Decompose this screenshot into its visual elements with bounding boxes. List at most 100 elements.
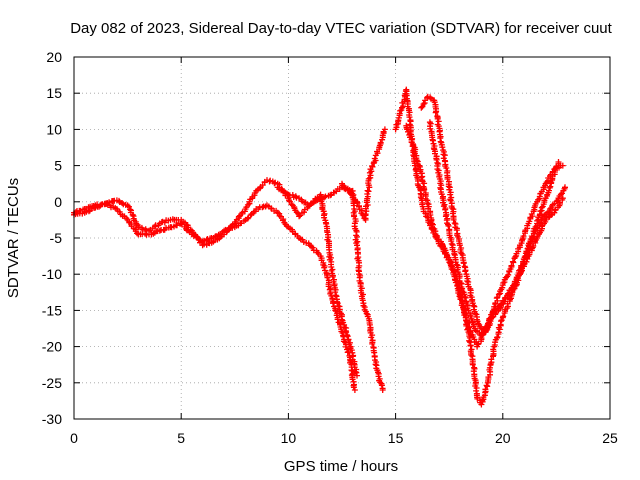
data-point [495, 291, 502, 298]
data-point [329, 273, 336, 280]
data-point [498, 318, 504, 325]
data-point [402, 88, 409, 94]
y-tick-label: 20 [46, 49, 62, 65]
x-tick-label: 20 [495, 430, 511, 446]
data-point [324, 274, 331, 281]
data-point [119, 200, 126, 206]
data-point [416, 162, 423, 169]
data-point [441, 152, 448, 159]
data-point [551, 166, 558, 173]
data-point [559, 195, 566, 202]
y-tick-label: 0 [54, 194, 62, 210]
data-point [288, 201, 295, 208]
data-point [478, 401, 485, 408]
data-point [424, 200, 431, 207]
data-point [490, 346, 497, 353]
data-point [442, 206, 449, 213]
axis-ticks [73, 56, 611, 420]
data-point [124, 202, 131, 209]
data-point [363, 310, 370, 317]
data-point [352, 368, 359, 375]
data-point [505, 271, 512, 278]
x-tick-label: 15 [388, 430, 404, 446]
data-point [562, 184, 568, 191]
data-point [369, 340, 376, 347]
data-point [116, 197, 122, 204]
y-tick-label: -5 [50, 230, 63, 246]
data-point [430, 225, 436, 231]
data-point [479, 397, 486, 404]
data-point [500, 280, 507, 286]
data-point [553, 198, 560, 205]
data-point [195, 237, 202, 243]
x-tick-label: 5 [177, 430, 185, 446]
data-point [469, 318, 476, 325]
data-point [353, 369, 360, 376]
data-point [354, 372, 360, 379]
data-point [443, 165, 450, 171]
data-point [301, 209, 307, 216]
data-point [346, 189, 353, 196]
data-point [559, 162, 566, 169]
data-point [365, 188, 372, 195]
data-point [513, 276, 520, 282]
data-point [421, 186, 428, 193]
x-tick-label: 10 [281, 430, 297, 446]
data-layer [71, 86, 568, 408]
data-point [448, 240, 455, 247]
data-point [217, 233, 224, 240]
y-tick-label: -15 [42, 302, 62, 318]
data-point [462, 268, 469, 275]
series-track-c [274, 184, 386, 393]
data-point [413, 157, 420, 164]
y-tick-label: -10 [42, 266, 62, 282]
data-point [546, 187, 552, 194]
data-point [344, 332, 350, 338]
data-point [449, 204, 455, 211]
data-point [129, 211, 136, 218]
data-point [465, 324, 472, 331]
data-point [134, 230, 140, 237]
data-point [364, 187, 371, 194]
data-point [96, 203, 102, 210]
data-point [362, 211, 369, 218]
data-point [351, 387, 358, 393]
x-tick-label: 0 [70, 430, 78, 446]
data-point [464, 278, 471, 284]
data-point [538, 204, 545, 211]
data-point [548, 212, 555, 218]
data-point [427, 212, 434, 218]
x-axis-label: GPS time / hours [284, 458, 398, 475]
data-point [381, 126, 388, 133]
data-point [257, 185, 263, 192]
data-point [512, 253, 519, 260]
data-point [557, 191, 564, 198]
data-point [453, 261, 460, 268]
data-point [460, 260, 467, 267]
grid-lines [74, 57, 610, 419]
y-tick-label: -25 [42, 375, 62, 391]
data-point [500, 313, 507, 320]
x-tick-label: 25 [602, 430, 618, 446]
data-point [244, 215, 251, 222]
series-track-h [426, 119, 566, 339]
data-point [364, 202, 371, 208]
data-point [418, 174, 425, 181]
data-point [378, 382, 385, 389]
data-point [372, 361, 379, 368]
data-point [371, 155, 378, 162]
data-point [527, 239, 534, 246]
data-point [472, 310, 479, 317]
data-point [332, 292, 339, 299]
data-point [530, 243, 537, 249]
data-point [296, 213, 303, 220]
data-point [316, 196, 323, 203]
y-tick-label: -20 [42, 339, 62, 355]
data-point [450, 216, 457, 223]
data-point [322, 193, 329, 200]
data-point [461, 293, 468, 300]
data-point [406, 114, 413, 121]
data-point [338, 316, 345, 323]
data-point [286, 197, 292, 204]
